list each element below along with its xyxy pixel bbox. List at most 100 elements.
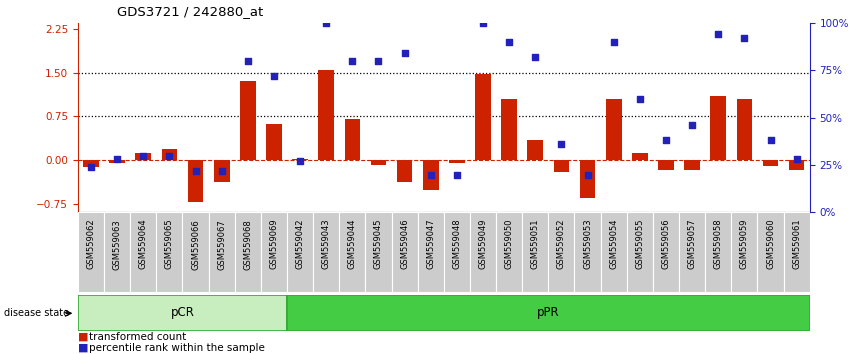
Text: GSM559068: GSM559068 — [243, 219, 252, 269]
Bar — [548, 212, 574, 292]
Bar — [135, 153, 151, 160]
Text: GSM559048: GSM559048 — [452, 219, 462, 269]
Bar — [287, 212, 313, 292]
Text: GSM559067: GSM559067 — [217, 219, 226, 269]
Bar — [731, 212, 758, 292]
Point — [685, 122, 699, 128]
Bar — [417, 212, 443, 292]
Bar — [601, 212, 627, 292]
Bar — [496, 212, 522, 292]
Point — [397, 51, 411, 56]
Text: GSM559065: GSM559065 — [165, 219, 174, 269]
Text: GSM559042: GSM559042 — [295, 219, 305, 269]
Bar — [606, 99, 622, 160]
Text: GSM559050: GSM559050 — [505, 219, 514, 269]
Text: GSM559049: GSM559049 — [479, 219, 488, 269]
Bar — [261, 212, 287, 292]
Text: GSM559053: GSM559053 — [583, 219, 592, 269]
Bar — [313, 212, 339, 292]
Bar — [391, 212, 417, 292]
Text: GSM559056: GSM559056 — [662, 219, 670, 269]
Bar — [287, 295, 810, 331]
Bar — [78, 295, 287, 331]
Text: GSM559066: GSM559066 — [191, 219, 200, 269]
Bar — [162, 149, 178, 160]
Bar — [574, 212, 601, 292]
Text: GSM559045: GSM559045 — [374, 219, 383, 269]
Bar — [632, 153, 648, 160]
Bar — [319, 70, 334, 160]
Bar — [240, 81, 255, 160]
Text: GSM559051: GSM559051 — [531, 219, 540, 269]
Point — [423, 172, 437, 177]
Point — [607, 39, 621, 45]
Text: GSM559069: GSM559069 — [269, 219, 279, 269]
Point — [450, 172, 464, 177]
Bar — [449, 160, 465, 163]
Point — [267, 73, 281, 79]
Bar — [758, 212, 784, 292]
Bar — [109, 160, 125, 163]
Bar — [705, 212, 731, 292]
Text: ■: ■ — [78, 343, 88, 353]
Point — [659, 138, 673, 143]
Point — [163, 153, 177, 159]
Bar — [423, 160, 438, 190]
Point — [633, 96, 647, 102]
Point — [320, 20, 333, 26]
Bar — [579, 160, 596, 198]
Point — [476, 20, 490, 26]
Point — [738, 35, 752, 41]
Bar — [209, 212, 235, 292]
Text: GSM559052: GSM559052 — [557, 219, 565, 269]
Point — [580, 172, 594, 177]
Bar — [78, 212, 104, 292]
Bar — [104, 212, 130, 292]
Bar — [397, 160, 412, 182]
Text: pCR: pCR — [171, 306, 194, 319]
Text: GDS3721 / 242880_at: GDS3721 / 242880_at — [118, 5, 263, 18]
Point — [84, 164, 98, 170]
Text: percentile rank within the sample: percentile rank within the sample — [89, 343, 265, 353]
Text: GSM559061: GSM559061 — [792, 219, 801, 269]
Bar — [339, 212, 365, 292]
Point — [528, 54, 542, 60]
Bar — [292, 159, 308, 160]
Bar — [443, 212, 470, 292]
Text: GSM559055: GSM559055 — [636, 219, 644, 269]
Bar — [214, 160, 229, 182]
Bar — [710, 96, 726, 160]
Bar — [266, 124, 281, 160]
Text: GSM559064: GSM559064 — [139, 219, 148, 269]
Bar — [183, 212, 209, 292]
Text: GSM559059: GSM559059 — [740, 219, 749, 269]
Bar — [130, 212, 157, 292]
Bar — [470, 212, 496, 292]
Bar — [522, 212, 548, 292]
Bar — [83, 160, 99, 167]
Text: GSM559057: GSM559057 — [688, 219, 696, 269]
Point — [136, 153, 150, 159]
Text: pPR: pPR — [537, 306, 559, 319]
Point — [764, 138, 778, 143]
Bar — [679, 212, 705, 292]
Text: transformed count: transformed count — [89, 332, 186, 342]
Text: GSM559062: GSM559062 — [87, 219, 95, 269]
Text: disease state: disease state — [4, 308, 69, 318]
Bar — [371, 160, 386, 165]
Bar — [527, 139, 543, 160]
Point — [554, 141, 568, 147]
Text: ■: ■ — [78, 332, 88, 342]
Text: GSM559058: GSM559058 — [714, 219, 723, 269]
Bar — [736, 99, 753, 160]
Bar — [653, 212, 679, 292]
Point — [502, 39, 516, 45]
Text: GSM559046: GSM559046 — [400, 219, 409, 269]
Bar — [553, 160, 569, 172]
Bar — [475, 74, 491, 160]
Bar — [684, 160, 700, 170]
Point — [294, 159, 307, 164]
Bar — [789, 160, 805, 170]
Bar — [627, 212, 653, 292]
Text: GSM559060: GSM559060 — [766, 219, 775, 269]
